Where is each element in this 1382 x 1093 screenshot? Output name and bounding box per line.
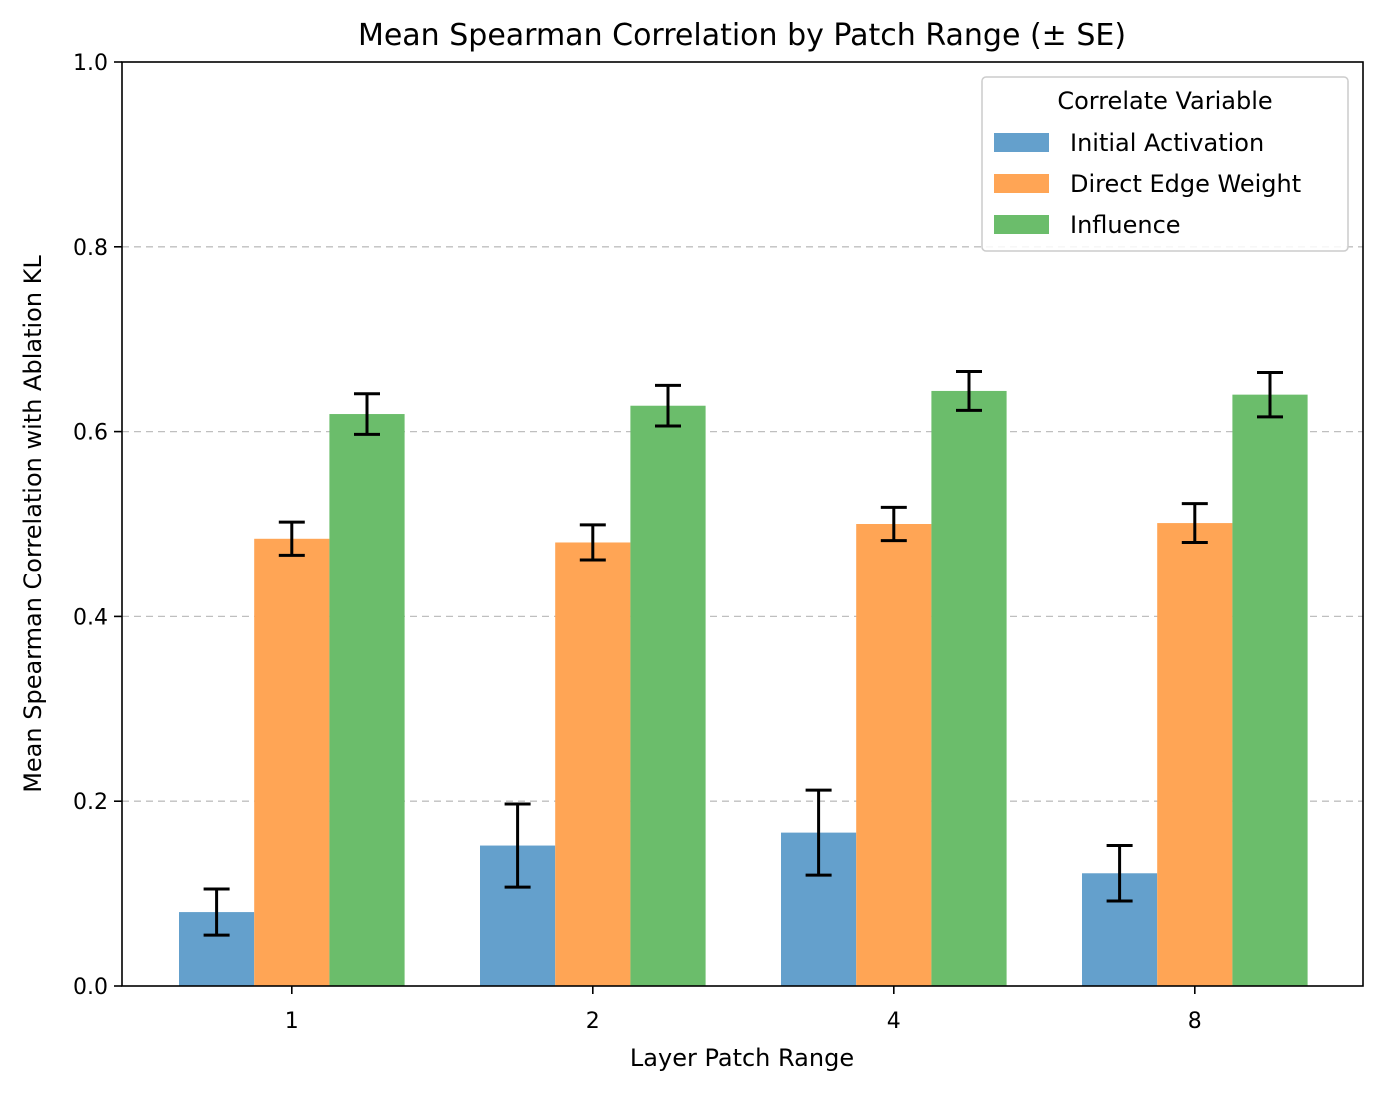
legend-items: Initial Activation Direct Edge Weight Infl… bbox=[994, 129, 1301, 239]
legend-label: Influence bbox=[1070, 211, 1181, 239]
y-axis-label: Mean Spearman Correlation with Ablation … bbox=[19, 255, 47, 793]
y-tick-label: 1.0 bbox=[73, 51, 108, 76]
error-bar-direct-edge-weight-8 bbox=[1181, 502, 1208, 544]
x-tick-label: 8 bbox=[1188, 1009, 1202, 1034]
error-bar-influence-4 bbox=[956, 370, 982, 412]
error-bar-initial-activation-2 bbox=[504, 802, 531, 889]
y-axis-ticks: 0.0 0.2 0.4 0.6 0.8 1.0 bbox=[73, 51, 122, 1000]
bar-influence-4 bbox=[931, 390, 1007, 987]
bar-influence-2 bbox=[630, 405, 706, 986]
legend-title: Correlate Variable bbox=[1057, 87, 1272, 115]
y-tick-label: 0.0 bbox=[73, 975, 108, 1000]
legend-box bbox=[981, 76, 1349, 252]
legend-label: Direct Edge Weight bbox=[1070, 170, 1301, 198]
error-bar-initial-activation-8 bbox=[1106, 844, 1133, 903]
legend-item-initial-activation: Initial Activation bbox=[994, 129, 1264, 157]
legend-swatch bbox=[994, 215, 1049, 234]
legend-item-influence: Influence bbox=[994, 211, 1181, 239]
bar-direct-edge-weight-8 bbox=[1157, 523, 1233, 986]
bar-direct-edge-weight-1 bbox=[254, 538, 330, 986]
error-bar-direct-edge-weight-1 bbox=[278, 520, 305, 557]
bar-direct-edge-weight-2 bbox=[555, 542, 631, 986]
error-bar-direct-edge-weight-2 bbox=[579, 523, 606, 562]
plot-frame bbox=[121, 61, 1364, 987]
bar-influence-8 bbox=[1232, 394, 1308, 986]
y-tick-label: 0.2 bbox=[73, 790, 108, 815]
error-bar-influence-8 bbox=[1257, 370, 1283, 419]
bar-direct-edge-weight-4 bbox=[856, 524, 932, 986]
x-axis-label: Layer Patch Range bbox=[630, 1044, 854, 1072]
y-tick-label: 0.8 bbox=[73, 236, 108, 261]
error-bar-initial-activation-1 bbox=[203, 887, 230, 937]
legend-swatch bbox=[994, 133, 1049, 152]
x-tick-label: 1 bbox=[285, 1009, 299, 1034]
legend-swatch bbox=[994, 174, 1049, 193]
y-tick-label: 0.6 bbox=[73, 421, 108, 446]
error-bar-influence-1 bbox=[354, 392, 380, 436]
chart-title: Mean Spearman Correlation by Patch Range… bbox=[358, 18, 1126, 53]
error-bar-direct-edge-weight-4 bbox=[880, 505, 907, 543]
x-axis-ticks: 1 2 4 8 bbox=[285, 986, 1202, 1034]
x-tick-label: 2 bbox=[586, 1009, 600, 1034]
error-bars bbox=[203, 370, 1283, 937]
bars bbox=[179, 390, 1308, 987]
x-tick-label: 4 bbox=[887, 1009, 901, 1034]
legend: Correlate Variable Initial Activation Dir… bbox=[981, 76, 1349, 252]
legend-item-direct-edge-weight: Direct Edge Weight bbox=[994, 170, 1301, 198]
legend-label: Initial Activation bbox=[1070, 129, 1264, 157]
y-tick-label: 0.4 bbox=[73, 605, 108, 630]
bar-influence-1 bbox=[329, 414, 405, 986]
error-bar-initial-activation-4 bbox=[805, 788, 832, 877]
error-bar-influence-2 bbox=[655, 383, 681, 428]
